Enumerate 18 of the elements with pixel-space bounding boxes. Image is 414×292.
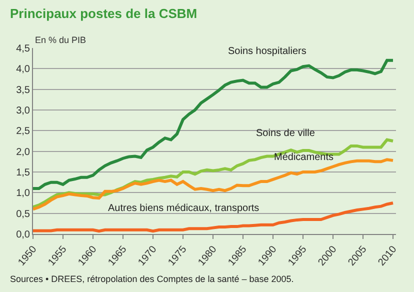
- y-tick-label: 1,5: [16, 168, 30, 178]
- y-tick-label: 0,0: [16, 230, 30, 240]
- chart-title: Principaux postes de la CSBM: [10, 6, 198, 21]
- y-tick-label: 2,5: [16, 126, 30, 138]
- y-axis-title: En % du PIB: [35, 35, 86, 45]
- series-label: Soins de ville: [256, 128, 316, 139]
- series-label: Médicaments: [274, 152, 334, 163]
- y-tick-label: 3,5: [16, 84, 30, 96]
- y-tick-label: 2,0: [16, 146, 30, 158]
- y-tick-label: 4,5: [16, 44, 30, 54]
- series-label: Autres biens médicaux, transports: [108, 203, 260, 214]
- y-tick-label: 1,0: [16, 188, 30, 200]
- y-tick-label: 0,5: [16, 208, 30, 220]
- y-tick-label: 3,0: [16, 106, 30, 116]
- series-label: Soins hospitaliers: [228, 46, 306, 57]
- source-note: Sources • DREES, rétropolation des Comptes de la santé – base 2005.: [10, 274, 294, 284]
- line-series: [33, 58, 394, 190]
- y-tick-label: 4,0: [16, 64, 30, 76]
